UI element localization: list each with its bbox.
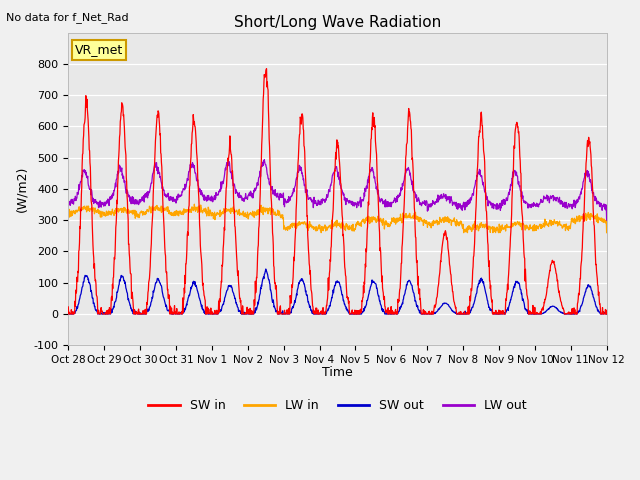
Line: SW out: SW out (68, 269, 607, 314)
Title: Short/Long Wave Radiation: Short/Long Wave Radiation (234, 15, 441, 30)
LW out (603, 217, 611, 223)
LW in (492, 228, 500, 234)
LW out (184, 178, 192, 183)
SW out (184, 295, 192, 300)
SW in (422, 309, 429, 314)
SW in (244, 311, 252, 317)
LW out (65, 204, 72, 210)
SW in (65, 304, 72, 310)
Text: VR_met: VR_met (75, 44, 123, 57)
SW out (65, 309, 72, 314)
SW in (184, 210, 192, 216)
LW out (260, 157, 268, 163)
LW out (492, 203, 499, 208)
LW out (421, 200, 429, 205)
SW in (603, 311, 611, 317)
SW out (422, 311, 429, 316)
LW out (171, 197, 179, 203)
LW in (244, 213, 252, 219)
Line: SW in: SW in (68, 69, 607, 314)
X-axis label: Time: Time (322, 366, 353, 379)
SW out (262, 266, 269, 272)
SW out (172, 310, 179, 316)
SW in (65, 311, 72, 317)
LW in (191, 201, 198, 207)
SW out (540, 310, 547, 316)
Y-axis label: (W/m2): (W/m2) (15, 166, 28, 212)
SW out (492, 310, 500, 316)
SW out (65, 311, 73, 317)
SW in (172, 311, 179, 317)
Legend: SW in, LW in, SW out, LW out: SW in, LW in, SW out, LW out (143, 394, 531, 417)
LW in (317, 230, 325, 236)
LW in (65, 208, 72, 214)
LW in (540, 220, 547, 226)
SW out (244, 311, 252, 317)
LW in (171, 209, 179, 215)
LW in (184, 207, 192, 213)
LW out (244, 192, 252, 198)
LW in (422, 220, 429, 226)
Text: No data for f_Net_Rad: No data for f_Net_Rad (6, 12, 129, 23)
SW in (262, 66, 270, 72)
SW in (540, 303, 547, 309)
LW in (603, 230, 611, 236)
LW out (539, 199, 547, 205)
Line: LW in: LW in (68, 204, 607, 233)
SW out (603, 311, 611, 317)
SW in (492, 308, 500, 313)
Line: LW out: LW out (68, 160, 607, 220)
